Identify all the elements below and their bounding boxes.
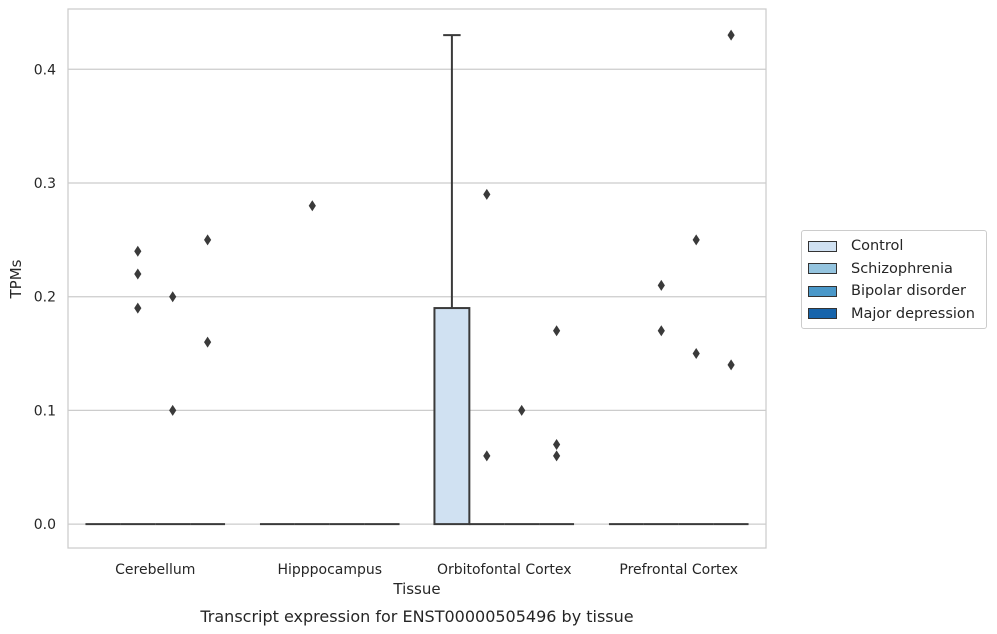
legend-item: Schizophrenia — [802, 258, 986, 281]
outlier-point — [483, 188, 491, 200]
box-2-3 — [539, 325, 575, 526]
legend-item: Control — [802, 235, 986, 258]
box-0-1 — [120, 245, 156, 526]
outlier-point — [553, 439, 561, 451]
outlier-point — [134, 302, 142, 314]
outlier-point — [727, 29, 735, 41]
box-body — [433, 307, 471, 526]
outlier-point — [692, 348, 700, 360]
plot-area-frame — [67, 8, 767, 549]
outlier-point — [169, 291, 177, 303]
x-tick-labels: Cerebellum Hipppocampus Orbitofontal Corte… — [115, 562, 738, 578]
y-axis-label: TPMs — [7, 259, 25, 299]
box-series — [85, 29, 749, 526]
legend-swatch — [808, 263, 837, 275]
outlier-point — [169, 404, 177, 416]
y-tick-labels: 0.0 0.1 0.2 0.3 0.4 — [34, 62, 56, 533]
outlier-point — [308, 200, 316, 212]
outlier-point — [134, 268, 142, 280]
legend-label: Bipolar disorder — [851, 283, 966, 300]
outlier-point — [553, 325, 561, 337]
outlier-point — [134, 245, 142, 257]
legend-label: Control — [851, 238, 904, 255]
box-3-2 — [678, 234, 714, 526]
y-tick-label: 0.1 — [34, 403, 56, 419]
legend-label: Major depression — [851, 305, 975, 322]
y-tick-label: 0.2 — [34, 290, 56, 306]
box-3-1 — [643, 279, 679, 526]
x-tick-label: Cerebellum — [115, 562, 195, 578]
legend-swatch — [808, 240, 837, 252]
box-2-1 — [469, 188, 505, 526]
outlier-point — [657, 279, 665, 291]
outlier-point — [518, 404, 526, 416]
legend-item: Bipolar disorder — [802, 280, 986, 303]
box-1-1 — [294, 200, 330, 526]
x-axis-label: Tissue — [392, 580, 440, 598]
legend-item: Major depression — [802, 303, 986, 326]
legend-swatch — [808, 285, 837, 297]
x-tick-label: Orbitofontal Cortex — [437, 562, 572, 578]
outlier-point — [727, 359, 735, 371]
legend-label: Schizophrenia — [851, 260, 953, 277]
box-2-2 — [504, 404, 540, 526]
box-0-3 — [190, 234, 226, 526]
legend: Control Schizophrenia Bipolar disorder Majo… — [801, 230, 987, 329]
outlier-point — [553, 450, 561, 462]
legend-swatch — [808, 308, 837, 320]
box-2-0 — [433, 34, 471, 526]
y-tick-label: 0.0 — [34, 517, 56, 533]
y-tick-label: 0.4 — [34, 62, 56, 78]
x-tick-label: Prefrontal Cortex — [619, 562, 738, 578]
outlier-point — [657, 325, 665, 337]
box-0-2 — [155, 291, 191, 526]
box-3-3 — [713, 29, 749, 526]
outlier-point — [483, 450, 491, 462]
outlier-point — [204, 336, 212, 348]
x-tick-label: Hipppocampus — [277, 562, 382, 578]
outlier-point — [692, 234, 700, 246]
y-tick-label: 0.3 — [34, 176, 56, 192]
outlier-point — [204, 234, 212, 246]
chart-caption: Transcript expression for ENST0000050549… — [199, 607, 633, 626]
